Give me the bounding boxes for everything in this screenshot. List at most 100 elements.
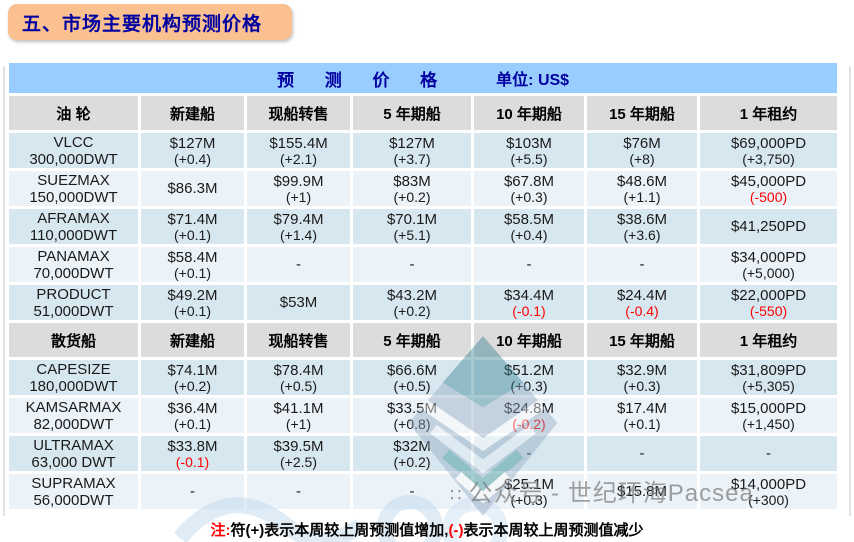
price-cell: $24.8M (-0.2) [474,398,584,433]
column-header: 5 年期船 [353,96,471,130]
price-cell: $14,000PD (+300) [700,474,837,509]
table-title-row: 预 测 价 格 单位: US$ [9,63,837,93]
ship-cell: VLCC 300,000DWT [9,133,138,168]
price-cell: $41.1M (+1) [247,398,350,433]
price-cell: $127M (+3.7) [353,133,471,168]
price-cell: $76M (+8) [587,133,697,168]
price-cell: - [353,474,471,509]
price-cell: $33.5M (+0.8) [353,398,471,433]
price-cell: $17.4M (+0.1) [587,398,697,433]
price-cell: $45,000PD (-500) [700,171,837,206]
column-header: 油 轮 [9,96,138,130]
column-header: 15 年期船 [587,96,697,130]
ship-cell: PRODUCT 51,000DWT [9,285,138,320]
column-header: 10 年期船 [474,323,584,357]
section-title: 五、市场主要机构预测价格 [22,13,263,35]
ship-cell: CAPESIZE 180,000DWT [9,360,138,395]
price-cell: $36.4M (+0.1) [141,398,244,433]
price-cell: $15.8M [587,474,697,509]
section-title-banner: 五、市场主要机构预测价格 [8,4,292,40]
price-cell: $38.6M (+3.6) [587,209,697,244]
table-row-capesize: CAPESIZE 180,000DWT $74.1M (+0.2) $78.4M (+… [9,360,837,395]
price-cell: $70.1M (+5.1) [353,209,471,244]
bulker-header-row: 散货船 新建船 现船转售 5 年期船 10 年期船 15 年期船 1 年租约 [9,323,837,357]
price-cell: - [587,247,697,282]
price-cell: $58.4M (+0.1) [141,247,244,282]
ship-cell: SUEZMAX 150,000DWT [9,171,138,206]
price-cell: $58.5M (+0.4) [474,209,584,244]
price-cell: $69,000PD (+3,750) [700,133,837,168]
price-cell: - [141,474,244,509]
ship-cell: SUPRAMAX 56,000DWT [9,474,138,509]
footnote-prefix: 注: [210,522,231,539]
price-cell: - [353,247,471,282]
price-cell: $79.4M (+1.4) [247,209,350,244]
forecast-price-table: 预 测 价 格 单位: US$ 油 轮 新建船 现船转售 5 年期船 10 年期… [6,60,840,512]
price-cell: $22,000PD (-550) [700,285,837,320]
column-header: 新建船 [141,96,244,130]
column-header: 散货船 [9,323,138,357]
table-row-panamax: PANAMAX 70,000DWT $58.4M (+0.1) - - - - $3… [9,247,837,282]
price-cell: $25.1M (+0.3) [474,474,584,509]
table-row-ultramax: ULTRAMAX 63,000 DWT $33.8M (-0.1) $39.5M (+… [9,436,837,471]
footnote-decrease: 表示本周较上周预测值减少 [463,522,644,539]
table-row-kamsarmax: KAMSARMAX 82,000DWT $36.4M (+0.1) $41.1M (+… [9,398,837,433]
sheet-right-edge [849,66,851,516]
price-cell: $32.9M (+0.3) [587,360,697,395]
price-cell: $53M [247,285,350,320]
footnote: 注:符(+)表示本周较上周预测值增加,(-)表示本周较上周预测值减少 [0,519,854,540]
price-cell: - [700,436,837,471]
price-cell: $86.3M [141,171,244,206]
footnote-neg-symbol: (-) [448,522,464,539]
table-row-aframax: AFRAMAX 110,000DWT $71.4M (+0.1) $79.4M (+1… [9,209,837,244]
price-cell: $78.4M (+0.5) [247,360,350,395]
tanker-header-row: 油 轮 新建船 现船转售 5 年期船 10 年期船 15 年期船 1 年租约 [9,96,837,130]
ship-cell: PANAMAX 70,000DWT [9,247,138,282]
column-header: 新建船 [141,323,244,357]
price-cell: - [474,247,584,282]
price-cell: $127M (+0.4) [141,133,244,168]
sheet-left-edge [3,66,5,516]
ship-cell: AFRAMAX 110,000DWT [9,209,138,244]
column-header: 10 年期船 [474,96,584,130]
table-title: 预 测 价 格 [277,70,441,90]
price-cell: $24.4M (-0.4) [587,285,697,320]
price-cell: $71.4M (+0.1) [141,209,244,244]
price-cell: $41,250PD [700,209,837,244]
table-row-product: PRODUCT 51,000DWT $49.2M (+0.1) $53M $43.2… [9,285,837,320]
table-row-vlcc: VLCC 300,000DWT $127M (+0.4) $155.4M (+2.1)… [9,133,837,168]
price-cell: $15,000PD (+1,450) [700,398,837,433]
price-cell: $67.8M (+0.3) [474,171,584,206]
column-header: 1 年租约 [700,96,837,130]
column-header: 5 年期船 [353,323,471,357]
price-cell: - [247,247,350,282]
price-cell: $66.6M (+0.5) [353,360,471,395]
price-cell: $74.1M (+0.2) [141,360,244,395]
price-cell: $83M (+0.2) [353,171,471,206]
unit-label: 单位: US$ [496,72,570,89]
column-header: 15 年期船 [587,323,697,357]
price-cell: $34.4M (-0.1) [474,285,584,320]
price-cell: $32M (+0.2) [353,436,471,471]
column-header: 1 年租约 [700,323,837,357]
footnote-increase: 符(+)表示本周较上周预测值增加, [230,522,449,539]
price-cell: $99.9M (+1) [247,171,350,206]
price-cell: $49.2M (+0.1) [141,285,244,320]
price-cell: $51.2M (+0.3) [474,360,584,395]
price-cell: $31,809PD (+5,305) [700,360,837,395]
table-row-suezmax: SUEZMAX 150,000DWT $86.3M $99.9M (+1) $83M… [9,171,837,206]
price-cell: $43.2M (+0.2) [353,285,471,320]
ship-cell: ULTRAMAX 63,000 DWT [9,436,138,471]
table-title-cell: 预 测 价 格 单位: US$ [9,63,837,93]
price-cell: - [474,436,584,471]
table-row-supramax: SUPRAMAX 56,000DWT - - - $25.1M (+0.3) $15… [9,474,837,509]
price-cell: $33.8M (-0.1) [141,436,244,471]
price-cell: - [587,436,697,471]
price-cell: - [247,474,350,509]
price-cell: $34,000PD (+5,000) [700,247,837,282]
price-cell: $103M (+5.5) [474,133,584,168]
column-header: 现船转售 [247,323,350,357]
price-cell: $39.5M (+2.5) [247,436,350,471]
ship-cell: KAMSARMAX 82,000DWT [9,398,138,433]
